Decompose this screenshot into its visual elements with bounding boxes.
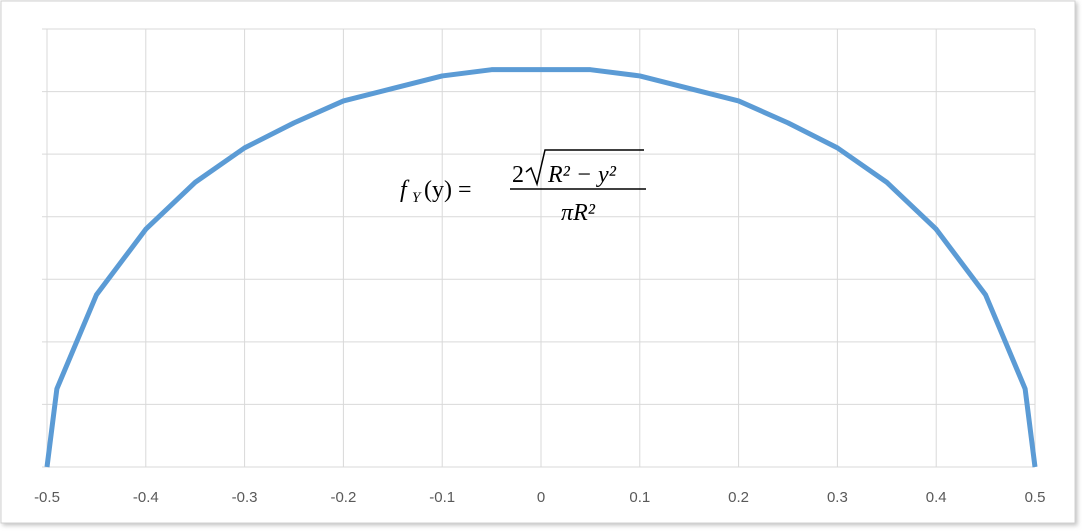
formula-denominator: πR² <box>561 200 596 226</box>
formula-f: f <box>400 177 410 203</box>
x-tick-label: -0.5 <box>34 489 60 506</box>
x-tick-label: 0.2 <box>728 489 749 506</box>
x-tick-label: -0.3 <box>232 489 258 506</box>
formula-radicand: R² − y² <box>547 162 617 188</box>
x-tick-label: 0 <box>537 489 545 506</box>
plot-area <box>44 67 1038 468</box>
formula-subscript: Y <box>412 190 422 206</box>
radical-sign <box>525 149 644 187</box>
formula-lhs: (y) = <box>424 177 472 203</box>
x-tick-label: 0.1 <box>629 489 650 506</box>
formula: f Y (y) = 2 R² − y² πR² <box>400 149 646 226</box>
x-tick-label: 0.4 <box>926 489 947 506</box>
x-tick-label: -0.4 <box>133 489 159 506</box>
x-tick-label: 0.5 <box>1025 489 1046 506</box>
x-tick-label: -0.1 <box>429 489 455 506</box>
x-tick-label: 0.3 <box>827 489 848 506</box>
line-series <box>44 67 1038 468</box>
formula-coefficient: 2 <box>512 162 524 188</box>
x-tick-label: -0.2 <box>330 489 356 506</box>
